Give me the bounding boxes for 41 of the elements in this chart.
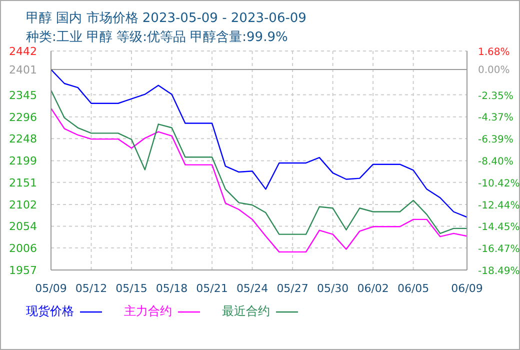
legend-label: 现货价格 (26, 303, 74, 320)
y2-tick-label: -14.45% (478, 222, 520, 234)
y2-tick-label: -8.40% (478, 156, 514, 168)
x-tick-label: 06/02 (357, 282, 389, 295)
y2-tick-label: -10.42% (478, 178, 520, 190)
y2-tick-label: 1.68% (478, 47, 510, 58)
x-tick-label: 05/24 (236, 282, 268, 295)
y2-tick-label: -18.49% (478, 266, 520, 277)
y-tick-label: 2006 (9, 242, 37, 255)
y-tick-label: 2054 (9, 220, 37, 234)
line-series (51, 68, 467, 218)
y2-tick-label: -4.37% (478, 112, 514, 124)
x-tick-label: 05/12 (75, 282, 108, 295)
y2-tick-label: -6.39% (478, 134, 514, 146)
x-tick-label: 06/05 (397, 282, 430, 295)
legend-label: 最近合约 (222, 303, 270, 320)
line-series (51, 90, 467, 235)
y-tick-label: 2345 (9, 88, 37, 102)
y-tick-label: 2401 (9, 64, 37, 77)
y-tick-label: 2102 (9, 198, 37, 212)
y2-tick-label: -16.47% (478, 244, 520, 256)
y-tick-label: 2151 (9, 176, 37, 190)
x-tick-label: 06/09 (451, 282, 483, 295)
y2-tick-label: -12.44% (478, 200, 520, 212)
x-tick-label: 05/09 (35, 282, 67, 295)
x-tick-label: 05/27 (276, 282, 308, 295)
x-tick-label: 05/15 (116, 282, 148, 295)
y-tick-label: 2442 (9, 45, 37, 58)
y2-tick-label: 0.00% (478, 65, 510, 76)
chart-subtitle: 种类:工业 甲醇 等级:优等品 甲醇含量:99.9% (26, 29, 288, 46)
y-tick-label: 1957 (9, 264, 37, 277)
y2-tick-label: -2.35% (478, 90, 514, 102)
line-series (51, 108, 467, 253)
chart-title: 甲醇 国内 市场价格 2023-05-09 - 2023-06-09 (26, 10, 306, 27)
x-tick-label: 05/21 (196, 282, 228, 295)
legend-label: 主力合约 (124, 303, 172, 320)
y-tick-label: 2199 (9, 154, 37, 168)
x-tick-label: 05/18 (156, 282, 188, 295)
y-tick-label: 2248 (9, 132, 37, 146)
y-tick-label: 2296 (9, 110, 37, 124)
x-tick-label: 05/30 (316, 282, 349, 295)
